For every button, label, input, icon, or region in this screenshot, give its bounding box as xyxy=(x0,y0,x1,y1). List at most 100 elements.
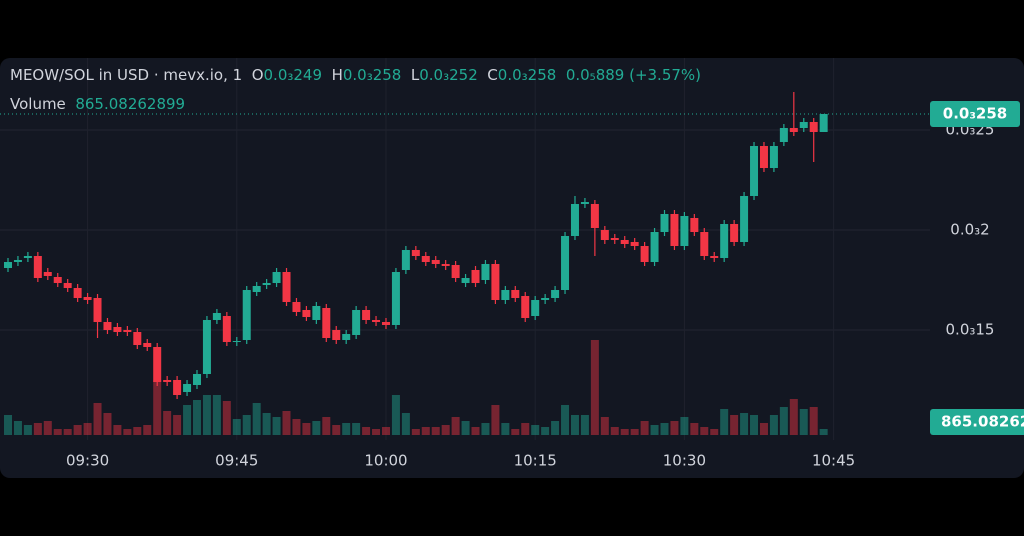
volume-bar xyxy=(630,429,639,435)
volume-bar xyxy=(381,427,390,435)
volume-bar xyxy=(242,415,251,435)
legend-row: MEOW/SOL in USD · mevx.io, 1 O0.0₃249 H0… xyxy=(10,66,701,84)
candle-body xyxy=(292,302,301,312)
candle-body xyxy=(421,256,430,262)
candle-body xyxy=(93,298,102,322)
candle-body xyxy=(282,272,291,302)
candle-body xyxy=(610,238,619,240)
candle-body xyxy=(680,216,689,246)
volume-bar xyxy=(73,425,82,435)
legend-value: 0.0₃258 xyxy=(497,66,557,84)
legend-title: MEOW/SOL in USD · mevx.io, 1 xyxy=(10,66,243,84)
candle-body xyxy=(461,278,470,283)
volume-bar xyxy=(461,421,470,435)
volume-bar xyxy=(600,417,609,435)
legend-label: H xyxy=(331,66,343,84)
volume-box xyxy=(930,408,1024,435)
volume-bar xyxy=(541,427,550,435)
legend-label: C xyxy=(487,66,498,84)
volume-bar xyxy=(401,413,410,435)
candle-body xyxy=(183,384,192,392)
volume-bar xyxy=(471,427,480,435)
candle-body xyxy=(153,347,162,382)
candle-body xyxy=(113,327,122,332)
candle-body xyxy=(600,230,609,240)
candle-body xyxy=(302,310,311,317)
volume-bar xyxy=(690,423,699,435)
candle-body xyxy=(23,256,32,258)
volume-bar xyxy=(83,423,92,435)
volume-bar xyxy=(103,413,112,435)
volume-bar xyxy=(590,340,599,435)
candle-body xyxy=(720,224,729,258)
candle-body xyxy=(43,272,52,276)
candle-body xyxy=(242,290,251,340)
volume-bar xyxy=(819,428,828,435)
candle-body xyxy=(561,236,570,290)
volume-bar xyxy=(531,425,540,435)
volume-bar xyxy=(4,415,12,435)
volume-bar xyxy=(212,395,221,435)
y-tick-label: 0.0₃2 xyxy=(950,221,989,239)
x-tick-label: 09:45 xyxy=(215,452,258,470)
legend-value: 0.0₃249 xyxy=(263,66,323,84)
candle-body xyxy=(352,310,361,335)
candle-body xyxy=(730,224,739,242)
candle-body xyxy=(700,232,709,256)
candle-body xyxy=(551,290,560,298)
candle-body xyxy=(391,272,400,325)
candle-body xyxy=(202,320,211,374)
legend-value: 0.0₃258 xyxy=(342,66,402,84)
volume-bar xyxy=(312,421,321,435)
candle-body xyxy=(401,250,410,270)
volume-bar xyxy=(620,429,629,435)
volume-bar xyxy=(272,417,281,435)
candle-body xyxy=(342,334,351,340)
volume-bar xyxy=(421,427,430,435)
candle-body xyxy=(232,341,241,342)
candle-body xyxy=(660,214,669,232)
candle-body xyxy=(570,204,579,236)
volume-bar xyxy=(640,421,649,435)
volume-bar xyxy=(133,427,142,435)
candle-body xyxy=(481,264,490,280)
volume-bar xyxy=(610,427,619,435)
volume-bar xyxy=(23,425,32,435)
candle-body xyxy=(690,218,699,232)
volume-bar xyxy=(580,415,589,435)
chart-panel xyxy=(0,58,1024,478)
candle-body xyxy=(531,300,540,316)
y-tick-label: 0.0₃15 xyxy=(946,321,995,339)
volume-bar xyxy=(759,423,768,435)
volume-bar xyxy=(292,419,301,435)
volume-bar xyxy=(809,407,818,435)
volume-bar xyxy=(670,421,679,435)
candle-body xyxy=(362,310,371,320)
volume-bar xyxy=(431,427,440,435)
volume-bar xyxy=(173,415,182,435)
volume-bar xyxy=(262,413,271,435)
volume-bar xyxy=(700,427,709,435)
candle-body xyxy=(123,330,132,332)
candle-body xyxy=(312,306,321,320)
last-price-box xyxy=(930,101,1020,127)
volume-bar xyxy=(143,425,152,435)
last-price-label: 0.0₃258 xyxy=(943,105,1007,123)
volume-bar xyxy=(660,423,669,435)
volume-bar xyxy=(730,415,739,435)
candle-body xyxy=(4,262,12,268)
volume-bar xyxy=(153,380,162,435)
volume-bar xyxy=(43,421,52,435)
volume-bar xyxy=(332,425,341,435)
candle-body xyxy=(640,246,649,262)
volume-bar xyxy=(192,400,201,435)
volume-label: 865.08262899 xyxy=(941,412,1024,430)
volume-bar xyxy=(561,405,570,435)
candle-body xyxy=(33,256,42,278)
volume-bar xyxy=(551,421,560,435)
volume-bar xyxy=(123,429,132,435)
candle-body xyxy=(471,270,480,283)
x-tick-label: 10:45 xyxy=(812,452,855,470)
